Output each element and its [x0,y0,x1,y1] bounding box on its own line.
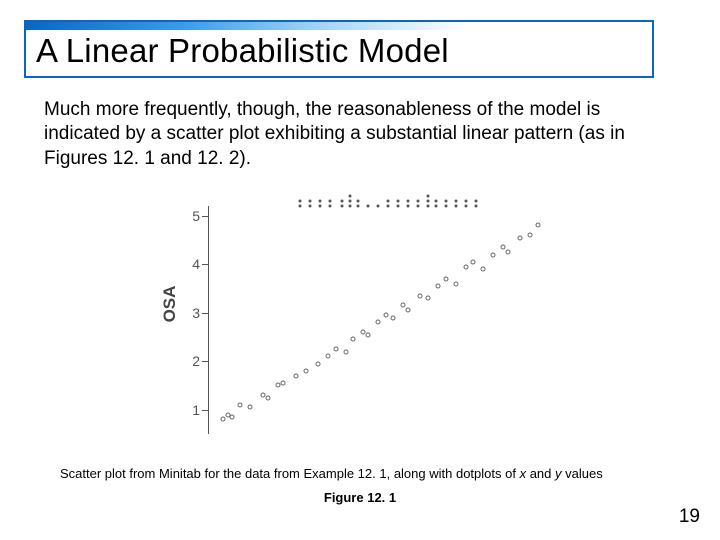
scatter-point [518,235,523,240]
y-axis-line [208,206,209,434]
dotplot-dot [319,200,322,203]
title-gradient-bar [24,20,654,30]
dotplot-dot [445,200,448,203]
scatter-point [481,267,486,272]
y-tick-label: 3 [170,305,200,321]
caption-pre: Scatter plot from Minitab for the data f… [60,466,520,481]
body-paragraph: Much more frequently, though, the reason… [44,98,664,171]
scatter-point [454,281,459,286]
scatter-point [248,405,253,410]
dotplot-dot [417,200,420,203]
scatter-point [501,245,506,250]
y-tick [202,216,208,217]
dotplot-dot [309,200,312,203]
scatter-point [418,293,423,298]
scatter-point [281,381,286,386]
scatter-point [528,233,533,238]
scatter-point [384,313,389,318]
y-tick [202,313,208,314]
scatter-point [326,354,331,359]
scatter-point [401,303,406,308]
page-number: 19 [679,506,700,528]
figure-caption: Scatter plot from Minitab for the data f… [60,466,670,481]
scatter-point [376,320,381,325]
dotplot-dot [435,200,438,203]
scatter-point [351,337,356,342]
scatter-point [221,417,226,422]
dotplot-dot [455,200,458,203]
y-tick [202,410,208,411]
scatter-point [436,284,441,289]
title-block: A Linear Probabilistic Model [24,20,654,78]
scatter-point [391,315,396,320]
scatter-point [366,332,371,337]
scatter-point [230,415,235,420]
scatter-point [464,264,469,269]
scatter-point [238,402,243,407]
dotplot-dot [349,195,352,198]
scatter-point [406,308,411,313]
y-tick-label: 1 [170,402,200,418]
caption-post: values [562,466,603,481]
dotplot-dot [341,200,344,203]
page-title: A Linear Probabilistic Model [36,32,642,70]
scatter-point [471,259,476,264]
scatter-point [536,223,541,228]
scatter-point [491,252,496,257]
dotplot-dot [299,200,302,203]
dotplot-dot [397,200,400,203]
scatter-point [304,368,309,373]
dotplot-dot [329,200,332,203]
scatter-point [444,276,449,281]
figure-number: Figure 12. 1 [0,490,720,505]
dotplot-dot [387,200,390,203]
y-tick-label: 4 [170,256,200,272]
dotplot-dot [475,200,478,203]
scatter-point [294,373,299,378]
y-tick [202,361,208,362]
scatter-point [316,361,321,366]
dotplot-dot [465,200,468,203]
dotplot-dot [427,195,430,198]
scatter-point [334,347,339,352]
scatter-chart: OSA 12345 [150,184,570,454]
dotplot-dot [407,200,410,203]
scatter-point [266,395,271,400]
scatter-point [506,250,511,255]
y-tick-label: 2 [170,353,200,369]
y-tick-label: 5 [170,208,200,224]
dotplot-dot [349,200,352,203]
plot-area: 12345 [208,206,548,434]
y-tick [202,264,208,265]
dotplot-dot [427,200,430,203]
caption-mid: and [526,466,555,481]
scatter-point [426,296,431,301]
scatter-point [344,349,349,354]
title-box: A Linear Probabilistic Model [24,30,654,78]
dotplot-dot [357,200,360,203]
